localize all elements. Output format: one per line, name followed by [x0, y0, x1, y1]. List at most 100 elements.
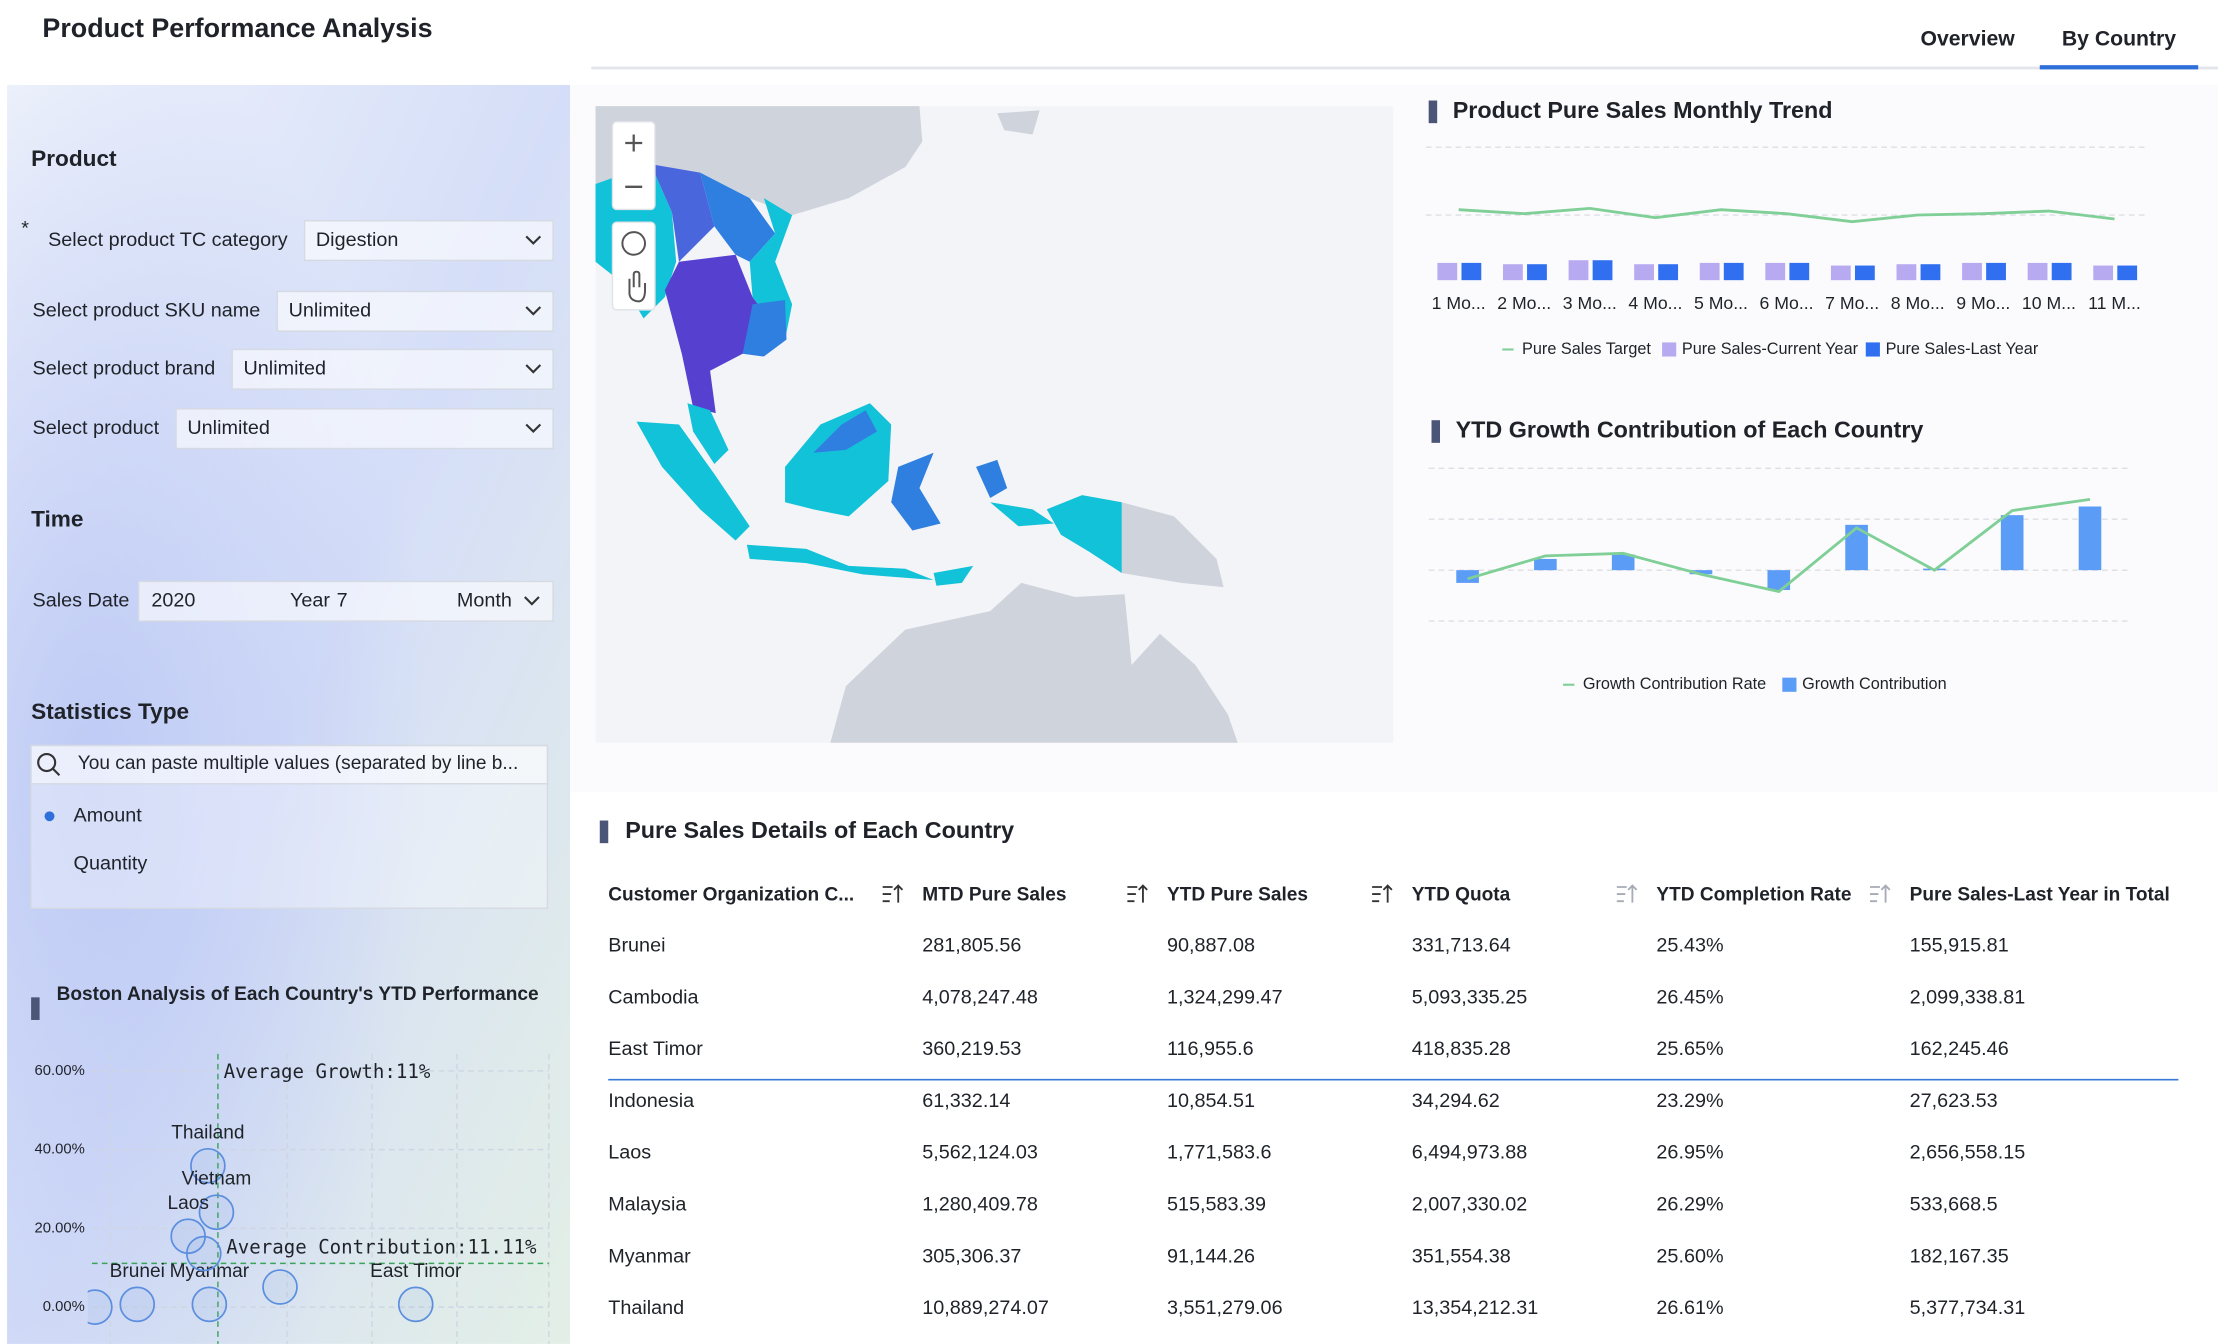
- required-mark: *: [21, 217, 29, 239]
- table-cell: 2,656,558.15: [1910, 1142, 2026, 1164]
- legend-swatch: [1865, 342, 1880, 357]
- column-header[interactable]: Customer Organization C...: [608, 885, 854, 906]
- table-cell: 5,093,335.25: [1412, 986, 1528, 1008]
- chevron: [525, 235, 542, 245]
- bar: [2078, 506, 2102, 571]
- bubble-label: Vietnam: [182, 1169, 252, 1190]
- bar: [1723, 262, 1744, 281]
- region: [664, 254, 786, 414]
- bubble-label: Laos: [167, 1193, 208, 1214]
- zoom-in[interactable]: [625, 134, 643, 152]
- date-year-unit: Year: [290, 590, 330, 612]
- dropdown[interactable]: [276, 290, 554, 332]
- region: [746, 544, 934, 581]
- table-cell: 360,219.53: [922, 1038, 1021, 1060]
- search-icon: [52, 768, 61, 777]
- reset-icon[interactable]: [621, 231, 647, 256]
- region: [933, 565, 974, 586]
- column-header[interactable]: YTD Completion Rate: [1656, 885, 1851, 906]
- legend-label: Growth Contribution: [1802, 675, 1947, 693]
- map: [595, 106, 1394, 743]
- bubble: [190, 1147, 226, 1184]
- search-placeholder: You can paste multiple values (separated…: [78, 753, 518, 774]
- table-cell: 533,668.5: [1910, 1194, 1998, 1216]
- title-marker: [599, 820, 609, 844]
- search-box[interactable]: [30, 744, 549, 785]
- table-cell: 1,324,299.47: [1167, 986, 1283, 1008]
- dropdown[interactable]: [231, 348, 554, 390]
- bar: [2051, 262, 2072, 281]
- table-cell: East Timor: [608, 1038, 703, 1060]
- sort-icon[interactable]: [882, 884, 904, 903]
- legend-label: Pure Sales-Current Year: [1682, 340, 1859, 358]
- table-cell: Myanmar: [608, 1245, 691, 1267]
- bubble: [198, 1194, 235, 1231]
- tab-underline: [2039, 65, 2199, 70]
- table-cell: 26.45%: [1656, 986, 1723, 1008]
- table-cell: 90,887.08: [1167, 935, 1255, 957]
- bar: [1765, 262, 1786, 281]
- region: [700, 172, 776, 262]
- table-cell: Malaysia: [608, 1194, 687, 1216]
- x-tick-label: 8 Mo...: [1891, 293, 1945, 313]
- table-cell: 3,551,279.06: [1167, 1297, 1283, 1319]
- bar: [1611, 554, 1635, 571]
- table-cell: 25.43%: [1656, 935, 1723, 957]
- field-label: Sales Date: [33, 590, 130, 612]
- column-header[interactable]: YTD Quota: [1412, 885, 1511, 906]
- column-header[interactable]: YTD Pure Sales: [1167, 885, 1308, 906]
- pan-icon[interactable]: [628, 270, 647, 303]
- table-cell: 331,713.64: [1412, 935, 1511, 957]
- bar: [1699, 262, 1720, 281]
- bar: [2000, 515, 2024, 571]
- table-cell: 162,245.46: [1910, 1038, 2009, 1060]
- bar: [1789, 262, 1810, 281]
- bar: [1634, 264, 1654, 281]
- section-title: Time: [31, 507, 83, 532]
- x-tick-label: 10 M...: [2022, 293, 2076, 313]
- date-month: 7: [337, 590, 348, 612]
- dropdown[interactable]: [303, 220, 554, 262]
- table-cell: 26.61%: [1656, 1297, 1723, 1319]
- table-cell: 5,562,124.03: [922, 1142, 1038, 1164]
- table-cell: 418,835.28: [1412, 1038, 1511, 1060]
- table-cell: 1,280,409.78: [922, 1194, 1038, 1216]
- column-header[interactable]: Pure Sales-Last Year in Total: [1910, 885, 2170, 906]
- option[interactable]: Quantity: [74, 853, 148, 875]
- sort-icon[interactable]: [1616, 884, 1638, 903]
- table-cell: 6,494,973.88: [1412, 1142, 1528, 1164]
- table-cell: 10,889,274.07: [922, 1297, 1049, 1319]
- region: [742, 299, 787, 357]
- y-tick-label: 0.00%: [43, 1299, 85, 1315]
- bubble: [87, 1289, 113, 1325]
- x-tick-label: 9 Mo...: [1956, 293, 2010, 313]
- dropdown-placeholder: Unlimited: [187, 417, 270, 439]
- sort-icon[interactable]: [1870, 884, 1891, 903]
- tab[interactable]: By Country: [2062, 27, 2176, 50]
- section-title: Statistics Type: [31, 699, 189, 724]
- date-picker[interactable]: [137, 580, 554, 622]
- title-marker: [1431, 420, 1441, 443]
- dropdown-value: Digestion: [316, 229, 399, 251]
- bubble-label: East Timor: [370, 1261, 462, 1282]
- table-title: Pure Sales Details of Each Country: [625, 817, 1014, 843]
- chevron: [524, 596, 540, 606]
- tab[interactable]: Overview: [1920, 27, 2015, 50]
- bar: [1437, 262, 1458, 281]
- table-cell: 305,306.37: [922, 1245, 1021, 1267]
- option[interactable]: Amount: [74, 805, 143, 827]
- date-month-unit: Month: [457, 590, 512, 612]
- bar: [1920, 264, 1941, 281]
- selected-dot: [44, 811, 55, 822]
- bar: [1767, 570, 1791, 591]
- sort-icon[interactable]: [1127, 884, 1148, 903]
- region: [990, 502, 1054, 527]
- average-label: Average Growth:11%: [224, 1060, 431, 1083]
- line: [1458, 206, 2115, 224]
- column-header[interactable]: MTD Pure Sales: [922, 885, 1066, 906]
- sort-icon[interactable]: [1372, 884, 1393, 903]
- table-cell: 515,583.39: [1167, 1194, 1266, 1216]
- x-tick-label: 1 Mo...: [1432, 293, 1486, 313]
- dropdown[interactable]: [175, 408, 554, 450]
